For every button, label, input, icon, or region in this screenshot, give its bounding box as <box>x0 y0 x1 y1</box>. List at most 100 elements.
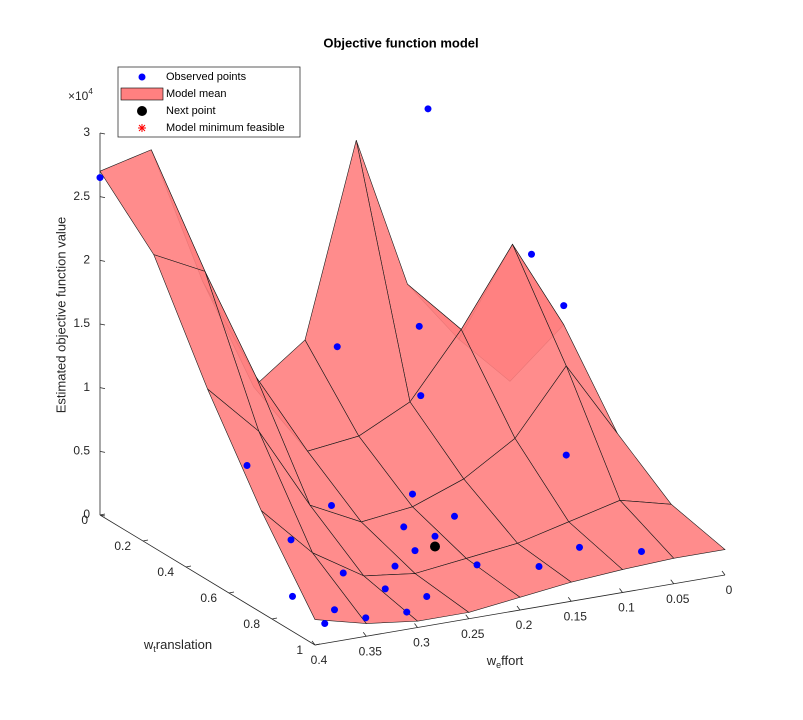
data-point <box>400 523 408 531</box>
y-label-part: ranslation <box>156 637 212 652</box>
y-tick <box>228 591 235 594</box>
data-point <box>411 547 419 555</box>
y-tick-label: 0.4 <box>157 565 174 579</box>
data-point <box>391 562 399 570</box>
x-label-part: w <box>486 653 497 668</box>
z-tick-label: 2.5 <box>73 189 90 203</box>
y-tick-label: 0 <box>81 513 88 527</box>
y-tick <box>271 617 278 620</box>
z-tick-label: 1.5 <box>73 316 90 330</box>
data-point <box>403 608 411 616</box>
y-tick-label: 0.8 <box>243 617 260 631</box>
x-tick <box>414 623 418 628</box>
z-multiplier-base: ×10 <box>68 89 89 103</box>
data-point <box>287 536 295 544</box>
z-tick-label: 3 <box>83 125 90 139</box>
x-tick <box>311 640 316 646</box>
data-point <box>430 541 440 552</box>
data-point <box>535 562 543 570</box>
data-point <box>424 105 432 113</box>
data-point <box>96 174 104 182</box>
legend-label: Next point <box>166 105 216 117</box>
z-axis-label: Estimated objective function value <box>53 217 68 414</box>
x-tick-label: 0.1 <box>618 601 635 615</box>
x-tick <box>670 579 675 584</box>
z-multiplier: ×104 <box>68 87 93 103</box>
x-label-sub: e <box>496 660 501 670</box>
z-tick-label: 0.5 <box>73 444 90 458</box>
legend-label: Observed points <box>166 71 247 83</box>
y-tick <box>185 565 192 568</box>
data-point <box>333 343 341 351</box>
y-tick-label: 1 <box>296 643 303 657</box>
z-tick <box>99 387 106 390</box>
x-tick <box>619 588 623 593</box>
data-point <box>243 461 251 469</box>
legend-label: Model minimum feasible <box>166 122 285 134</box>
x-tick-label: 0.25 <box>461 627 485 641</box>
x-tick-label: 0.15 <box>564 609 588 623</box>
data-point <box>560 302 568 310</box>
z-tick <box>99 323 106 326</box>
data-point <box>409 490 416 498</box>
x-tick-label: 0.35 <box>359 644 383 658</box>
data-point <box>415 322 423 330</box>
y-tick <box>314 643 321 646</box>
data-point <box>362 614 370 622</box>
data-point <box>289 592 296 600</box>
x-tick <box>465 614 470 619</box>
data-point <box>417 392 425 400</box>
z-tick <box>99 196 106 199</box>
data-point <box>528 250 535 258</box>
z-tick-label: 2 <box>83 253 90 267</box>
z-tick-label: 1 <box>83 380 90 394</box>
x-tick <box>516 605 521 611</box>
y-label-part: w <box>143 637 154 652</box>
x-tick-label: 0 <box>726 583 733 597</box>
data-point <box>381 585 389 593</box>
x-tick-label: 0.3 <box>413 636 430 650</box>
surface-patch <box>260 510 367 624</box>
x-tick-label: 0.4 <box>311 653 328 667</box>
data-point <box>451 512 458 520</box>
x-tick <box>362 632 367 637</box>
z-tick <box>99 450 106 453</box>
data-point <box>638 548 645 556</box>
z-tick-label: 0 <box>83 507 90 521</box>
legend-label: Model mean <box>166 88 227 100</box>
chart-title: Objective function model <box>323 35 478 50</box>
data-point <box>331 606 338 614</box>
legend-swatch <box>120 87 164 101</box>
x-axis-label: weffort <box>486 653 524 670</box>
data-point <box>576 543 583 551</box>
data-point <box>328 501 335 509</box>
y-label-sub: t <box>153 644 156 654</box>
y-tick-label: 0.6 <box>200 591 217 605</box>
legend-swatch <box>138 73 146 81</box>
legend: Observed points Model mean Next point Model… <box>117 66 301 138</box>
x-tick <box>567 597 572 602</box>
y-tick-label: 0.2 <box>114 539 131 553</box>
y-tick <box>142 539 149 542</box>
x-tick <box>721 570 726 576</box>
legend-box <box>117 66 301 138</box>
z-multiplier-exp: 4 <box>88 87 93 96</box>
y-axis-label: wtranslation <box>143 637 212 654</box>
z-tick <box>99 132 106 135</box>
data-point <box>339 569 347 577</box>
legend-swatch <box>138 124 146 132</box>
x-label-part: ffort <box>501 653 524 668</box>
y-tick <box>99 513 106 516</box>
legend-swatch <box>137 106 147 116</box>
x-tick-label: 0.2 <box>516 618 533 632</box>
plot-area: 0 0.5 1 1.5 2 2.5 3 0 0.2 0.4 0.6 0.8 1 0 0.05 0.1 0.15 0… <box>73 105 733 667</box>
y-axis-line <box>99 514 316 646</box>
data-point <box>562 451 570 459</box>
data-point <box>321 620 329 628</box>
data-point <box>473 561 481 569</box>
x-tick-label: 0.05 <box>666 592 690 606</box>
z-tick <box>99 259 106 262</box>
data-point <box>423 593 431 601</box>
